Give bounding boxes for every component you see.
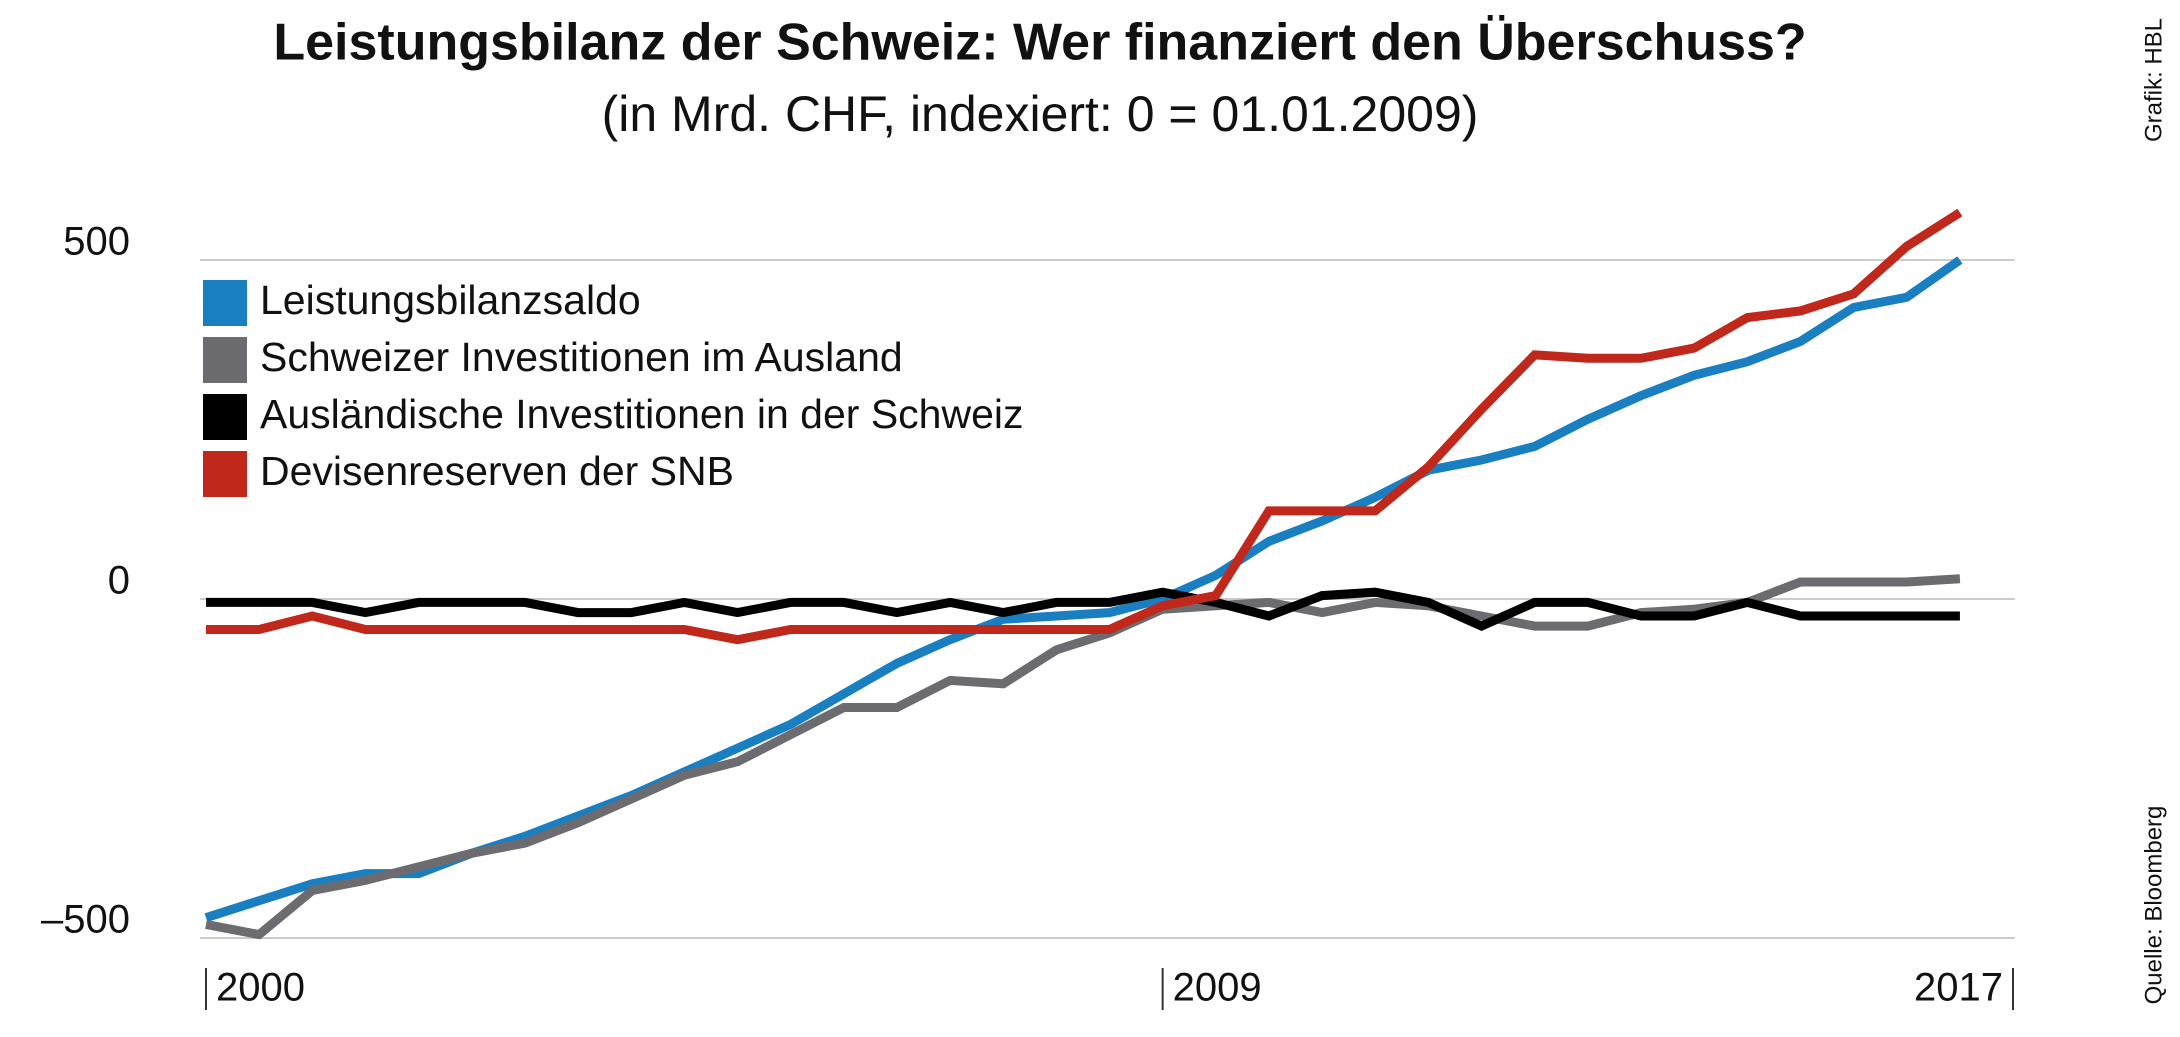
series-line (205, 574, 1961, 940)
y-tick-label: 0 (108, 559, 130, 603)
legend-label: Ausländische Investitionen in der Schwei… (260, 391, 1024, 437)
source: Quelle: Bloomberg (2140, 806, 2167, 1005)
legend-swatch (203, 280, 247, 326)
legend-label: Schweizer Investitionen im Ausland (260, 334, 903, 380)
series-line (206, 587, 1960, 632)
x-tick-label: 2000 (216, 966, 305, 1010)
x-tick-label: 2017 (1914, 966, 2003, 1010)
legend-swatch (203, 337, 247, 383)
y-tick-label: 500 (63, 220, 130, 264)
legend-swatch (203, 394, 247, 440)
y-tick-label: –500 (41, 898, 130, 942)
series-line (206, 208, 1963, 645)
credit: Grafik: HBL (2140, 18, 2167, 142)
legend-swatch (203, 451, 247, 497)
chart-subtitle: (in Mrd. CHF, indexiert: 0 = 01.01.2009) (602, 86, 1479, 142)
chart-title: Leistungsbilanz der Schweiz: Wer finanzi… (273, 14, 1806, 72)
legend-label: Leistungsbilanzsaldo (260, 277, 641, 323)
legend-label: Devisenreserven der SNB (260, 448, 734, 494)
x-tick-label: 2009 (1173, 966, 1262, 1010)
